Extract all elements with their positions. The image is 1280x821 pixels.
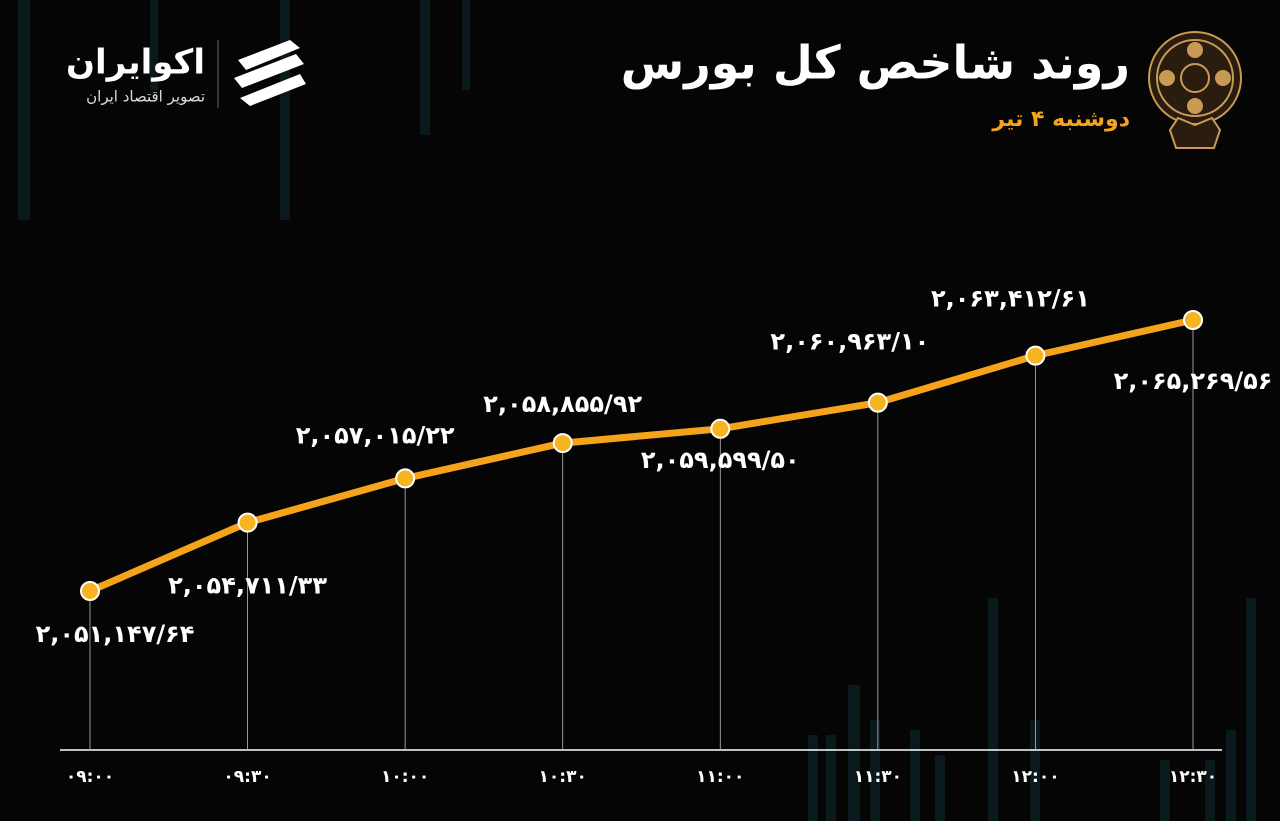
line bbox=[86, 316, 1197, 595]
brand-tagline: تصویر اقتصاد ایران bbox=[86, 88, 205, 106]
value-label: ۲,۰۵۹,۵۹۹/۵۰ bbox=[641, 446, 800, 474]
x-tick-label: ۱۲:۰۰ bbox=[1011, 767, 1059, 787]
x-tick-label: ۱۱:۰۰ bbox=[696, 767, 744, 787]
point bbox=[867, 392, 888, 413]
brand-name: اکوایران bbox=[66, 43, 205, 83]
value-label: ۲,۰۶۰,۹۶۳/۱۰ bbox=[770, 328, 929, 356]
x-tick-label: ۱۲:۳۰ bbox=[1169, 767, 1217, 787]
value-label: ۲,۰۶۳,۴۱۲/۶۱ bbox=[931, 285, 1090, 313]
x-tick-label: ۱۰:۳۰ bbox=[539, 767, 587, 787]
value-label: ۲,۰۵۸,۸۵۵/۹۲ bbox=[483, 390, 642, 418]
point bbox=[1025, 345, 1046, 366]
x-tick-label: ۰۹:۳۰ bbox=[223, 767, 271, 787]
point bbox=[710, 418, 731, 439]
value-label: ۲,۰۵۷,۰۱۵/۲۲ bbox=[296, 421, 455, 449]
value-label: ۲,۰۶۵,۲۶۹/۵۶ bbox=[1114, 367, 1273, 395]
point bbox=[395, 468, 416, 489]
chart-subtitle: دوشنبه ۴ تیر bbox=[991, 107, 1130, 132]
x-tick-label: ۱۰:۰۰ bbox=[381, 767, 429, 787]
x-tick-label: ۱۱:۳۰ bbox=[854, 767, 902, 787]
emblem bbox=[1148, 31, 1242, 149]
point bbox=[237, 512, 258, 533]
x-tick-label: ۰۹:۰۰ bbox=[66, 767, 114, 787]
value-label: ۲,۰۵۱,۱۴۷/۶۴ bbox=[36, 620, 195, 648]
point bbox=[1183, 310, 1203, 330]
value-label: ۲,۰۵۴,۷۱۱/۳۳ bbox=[168, 572, 327, 600]
point bbox=[80, 581, 100, 601]
brand-logo bbox=[234, 40, 306, 106]
point bbox=[552, 433, 573, 454]
chart-title: روند شاخص کل بورس bbox=[621, 36, 1130, 90]
background-decoration bbox=[18, 0, 1256, 821]
